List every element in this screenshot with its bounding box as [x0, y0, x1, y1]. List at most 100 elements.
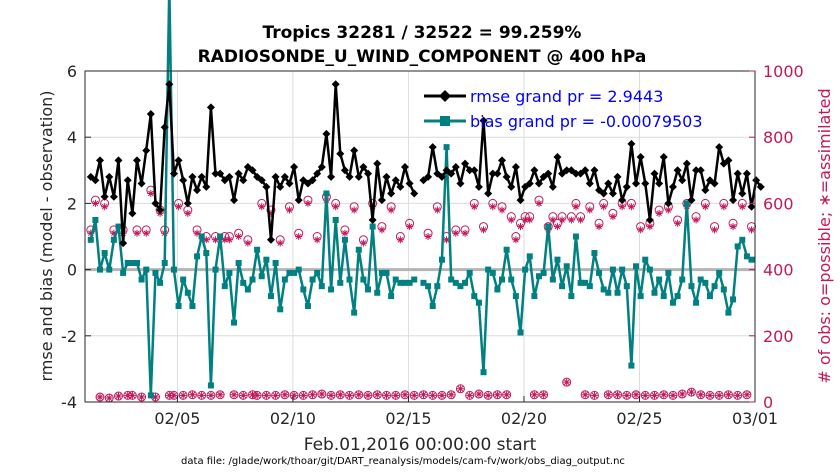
obs-assimilated-point — [267, 209, 275, 217]
obs-possible-point — [418, 390, 428, 400]
rmse-point — [507, 182, 516, 191]
obs-possible-point — [455, 384, 465, 394]
rmse-point — [146, 110, 155, 119]
bias-point — [697, 276, 704, 283]
rmse-point — [733, 169, 742, 178]
obs-assimilated-point — [350, 206, 358, 214]
bias-point — [161, 259, 168, 266]
obs-assimilated-point — [595, 223, 603, 231]
obs-assimilated-point — [655, 209, 663, 217]
bias-point — [683, 200, 690, 207]
bias-point — [545, 223, 552, 230]
rmse-point — [534, 179, 543, 188]
chart-title-line1: Tropics 32281 / 32522 = 99.259% — [263, 23, 582, 43]
obs-possible-point — [345, 390, 355, 400]
bias-point — [739, 236, 746, 243]
obs-assimilated-point — [632, 391, 640, 399]
obs-assimilated-point — [600, 203, 608, 211]
rmse-point — [96, 156, 105, 165]
rmse-point — [387, 189, 396, 198]
bias-point — [355, 246, 362, 253]
bias-point — [411, 276, 418, 283]
bias-point — [152, 269, 159, 276]
bias-point — [263, 256, 270, 263]
obs-assimilated-point — [332, 203, 340, 211]
bias-point — [549, 276, 556, 283]
rmse-point — [581, 166, 590, 175]
obs-assimilated-point — [678, 390, 686, 398]
obs-possible-point — [437, 390, 447, 400]
obs-assimilated-point — [687, 388, 695, 396]
x-ticks: 02/05 02/10 02/15 02/20 02/25 03/01 — [154, 396, 778, 428]
obs-assimilated-point — [604, 391, 612, 399]
obs-possible-point — [733, 390, 743, 400]
rmse-point — [340, 166, 349, 175]
bias-point — [656, 276, 663, 283]
y-tick-label-left: 6 — [67, 62, 77, 81]
obs-possible-point — [580, 390, 590, 400]
obs-assimilated-point — [364, 391, 372, 399]
rmse-point — [400, 162, 409, 171]
obs-assimilated-point — [147, 189, 155, 197]
rmse-point — [123, 176, 132, 185]
bias-point — [281, 276, 288, 283]
rmse-point — [359, 162, 368, 171]
obs-possible-point — [428, 390, 438, 400]
obs-assimilated-point — [701, 203, 709, 211]
rmse-point — [516, 196, 525, 205]
obs-possible-point — [215, 390, 225, 400]
obs-assimilated-point — [456, 385, 464, 393]
rmse-point — [530, 166, 539, 175]
obs-assimilated-point — [170, 391, 178, 399]
rmse-point — [239, 176, 248, 185]
bias-layer — [87, 0, 755, 399]
bias-point — [623, 283, 630, 290]
bias-point — [101, 250, 108, 257]
y-tick-label-left: -4 — [61, 393, 77, 412]
bias-point — [328, 286, 335, 293]
bias-point — [129, 259, 136, 266]
rmse-point — [622, 182, 631, 191]
obs-possible-point — [446, 390, 456, 400]
obs-assimilated-point — [115, 392, 122, 400]
rmse-point — [169, 169, 178, 178]
bias-point — [591, 250, 598, 257]
rmse-point — [428, 143, 437, 152]
rmse-point — [308, 176, 317, 185]
obs-assimilated-point — [359, 239, 367, 247]
rmse-point — [553, 153, 562, 162]
bias-point — [267, 293, 274, 300]
bias-point — [688, 283, 695, 290]
rmse-point — [248, 166, 257, 175]
rmse-point — [511, 162, 520, 171]
bias-point — [332, 216, 339, 223]
obs-assimilated-point — [438, 391, 446, 399]
bias-point — [226, 269, 233, 276]
bias-point — [485, 266, 492, 273]
bias-point — [448, 276, 455, 283]
obs-assimilated-point — [433, 206, 441, 214]
obs-assimilated-point — [641, 391, 649, 399]
rmse-point — [632, 179, 641, 188]
rmse-point — [470, 166, 479, 175]
bias-point — [323, 190, 330, 197]
rmse-point — [465, 166, 474, 175]
y-tick-label-left: 4 — [67, 128, 77, 147]
bias-point — [369, 223, 376, 230]
bias-point — [217, 233, 224, 240]
obs-assimilated-point — [466, 391, 474, 399]
y-ticks-right: 0 200 400 600 800 1000 — [749, 62, 804, 412]
bias-point — [642, 256, 649, 263]
obs-assimilated-point — [540, 391, 548, 399]
rmse-series-line — [90, 82, 762, 245]
rmse-point — [604, 179, 613, 188]
rmse-point — [276, 182, 285, 191]
rmse-point — [461, 159, 470, 168]
bias-point — [475, 299, 482, 306]
obs-possible-point — [326, 390, 336, 400]
obs-possible-point — [229, 390, 239, 400]
y-tick-label-right: 0 — [763, 393, 773, 412]
obs-assimilated-point — [748, 226, 756, 234]
rmse-point — [479, 116, 488, 125]
